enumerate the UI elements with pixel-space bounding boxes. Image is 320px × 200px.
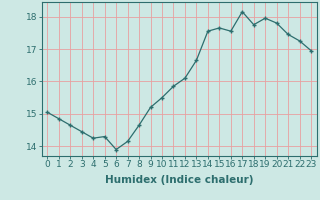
- X-axis label: Humidex (Indice chaleur): Humidex (Indice chaleur): [105, 175, 253, 185]
